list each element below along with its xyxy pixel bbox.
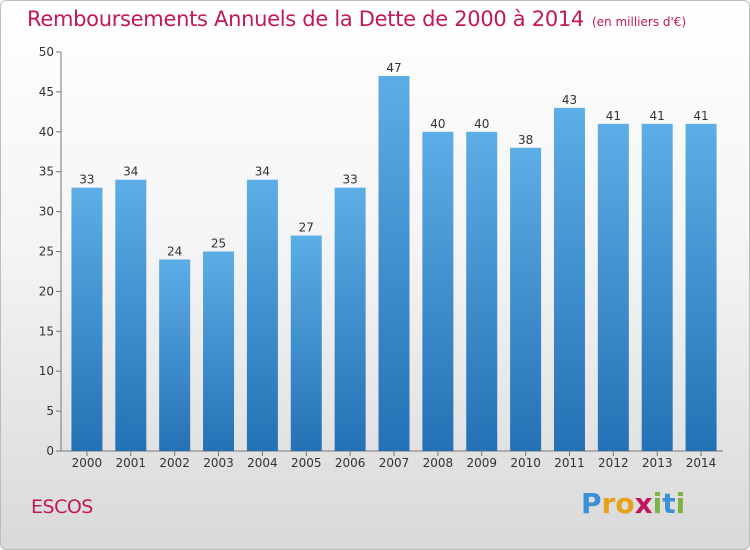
bar [510,147,542,451]
bar-value-label: 47 [386,61,401,75]
bar [378,75,410,451]
y-tick-label: 10 [39,364,54,378]
y-tick-label: 5 [46,404,54,418]
x-tick-label: 2009 [466,456,497,470]
bar [553,107,585,452]
logo-letter: x [634,487,653,520]
bar-value-label: 27 [299,221,314,235]
y-tick-label: 20 [39,284,54,298]
x-tick-label: 2005 [291,456,322,470]
x-tick-label: 2014 [686,456,717,470]
bar [246,179,278,451]
proxiti-logo: Proxiti [581,487,685,520]
y-tick-label: 15 [39,324,54,338]
logo-letter: o [615,487,635,520]
x-tick-label: 2000 [72,456,103,470]
bar-value-label: 34 [123,165,138,179]
x-tick-label: 2008 [423,456,454,470]
logo-letter: i [652,487,663,520]
bar-value-label: 41 [693,109,708,123]
x-tick-label: 2003 [203,456,234,470]
chart-title: Remboursements Annuels de la Dette de 20… [27,7,686,31]
x-tick-label: 2004 [247,456,278,470]
bar-value-label: 34 [255,165,270,179]
bar [597,123,629,451]
chart-bars [71,75,717,452]
chart-title-text: Remboursements Annuels de la Dette de 20… [27,7,584,31]
bar-value-label: 24 [167,244,182,258]
logo-letter: i [675,487,686,520]
bar [334,187,366,451]
bar [115,179,147,451]
bar [641,123,673,451]
place-name: ESCOS [31,496,93,518]
chart-axes: 0 5 10 15 20 25 30 35 40 45 50 [39,45,723,458]
logo-letter: P [581,487,602,520]
bar-value-label: 41 [606,109,621,123]
bar-value-label: 33 [79,173,94,187]
bar [685,123,717,451]
bar-value-label: 43 [562,93,577,107]
y-tick-label: 50 [39,45,54,59]
logo-letter: t [662,487,676,520]
bar-value-label: 33 [342,173,357,187]
bar [159,259,191,451]
x-tick-label: 2007 [379,456,410,470]
chart-unit: (en milliers d'€) [592,15,687,29]
logo-letter: r [601,487,616,520]
x-tick-label: 2012 [598,456,629,470]
y-tick-label: 25 [39,245,54,259]
x-tick-label: 2001 [116,456,147,470]
x-tick-label: 2006 [335,456,366,470]
x-tick-label: 2010 [510,456,541,470]
bar [203,251,235,451]
bar-value-label: 38 [518,133,533,147]
y-tick-label: 35 [39,165,54,179]
x-tick-label: 2013 [642,456,673,470]
y-tick-label: 30 [39,205,54,219]
y-tick-label: 0 [46,444,54,458]
bar-value-label: 25 [211,237,226,251]
x-tick-label: 2011 [554,456,585,470]
y-tick-label: 45 [39,85,54,99]
bar [71,187,103,451]
chart-labels: 2000 33 2001 34 2002 24 2003 25 2004 34 2005 27 2006… [72,61,717,470]
bar [422,131,454,452]
bar-value-label: 40 [430,117,445,131]
bar-value-label: 40 [474,117,489,131]
bar [290,235,322,451]
y-tick-label: 40 [39,125,54,139]
bar [466,131,498,452]
x-tick-label: 2002 [159,456,190,470]
bar-value-label: 41 [650,109,665,123]
